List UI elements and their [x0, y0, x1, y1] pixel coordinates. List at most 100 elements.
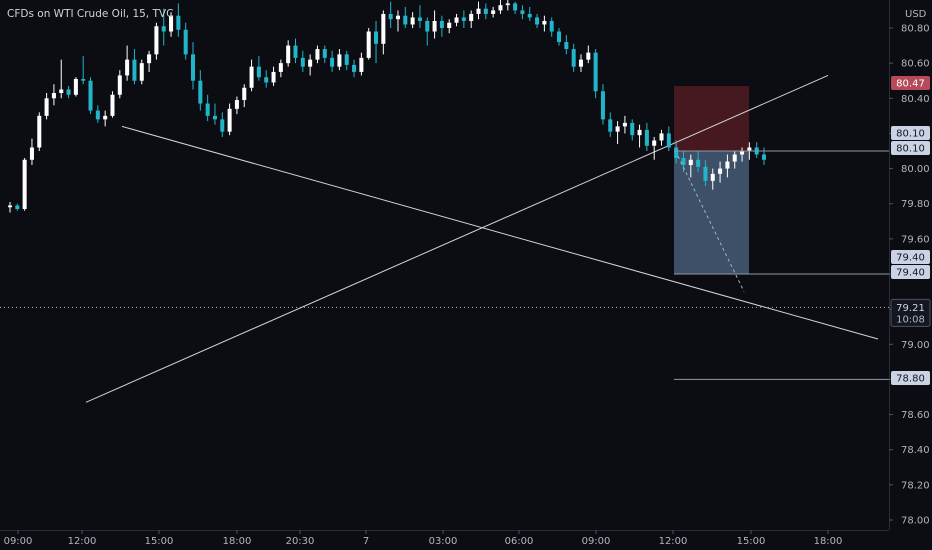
candle-body: [198, 80, 203, 104]
candle: [696, 151, 701, 173]
candle-body: [300, 57, 305, 67]
price-tick-label: 80.80: [901, 24, 930, 35]
candle: [505, 0, 510, 11]
time-tick-label: 15:00: [145, 536, 174, 547]
candle-body: [66, 89, 71, 95]
candle: [227, 103, 232, 136]
candle-body: [652, 140, 657, 146]
candle-body: [205, 103, 210, 116]
price-tick-label: 78.40: [901, 445, 930, 456]
candle-body: [249, 66, 254, 88]
candle: [578, 54, 584, 72]
candle-body: [176, 15, 181, 30]
candle: [154, 22, 159, 60]
candle-body: [425, 20, 430, 32]
candle: [44, 93, 49, 120]
candle-body: [15, 205, 20, 209]
candle: [286, 40, 291, 67]
candle-body: [432, 20, 437, 32]
candle-body: [644, 129, 649, 146]
time-tick-label: 06:00: [505, 536, 534, 547]
candle-body: [220, 119, 225, 132]
candle: [527, 6, 532, 21]
candle-body: [344, 54, 349, 65]
candle: [249, 59, 254, 92]
candle-body: [505, 3, 510, 6]
candle-body: [535, 17, 540, 25]
chart-title: CFDs on WTI Crude Oil, 15, TVC: [7, 8, 173, 20]
ascending-trendline: [85, 74, 829, 403]
candle: [212, 103, 217, 125]
price-tag-bg: [891, 141, 930, 155]
candle: [388, 1, 393, 28]
candle-body: [59, 89, 64, 94]
candle-body: [44, 98, 49, 116]
candle-body: [571, 49, 576, 67]
candle: [190, 42, 196, 90]
candle: [439, 15, 444, 37]
candle-body: [51, 93, 56, 99]
candle-body: [395, 15, 400, 20]
candle: [403, 6, 408, 28]
candle: [600, 84, 605, 125]
candle: [483, 3, 488, 20]
candle-body: [169, 15, 174, 32]
candle-body: [271, 71, 276, 83]
time-axis[interactable]: 09:00 12:00 15:00 18:00 20:30 7 03:00 06:00 09:0…: [4, 530, 843, 547]
candle: [125, 45, 130, 81]
take-profit-zone: [674, 151, 749, 274]
last-price-tag-bg: [890, 298, 931, 327]
candle: [322, 45, 327, 64]
candle-body: [293, 45, 298, 58]
candle: [535, 13, 540, 28]
candle: [564, 35, 569, 55]
price-tick-label: 78.60: [901, 410, 930, 421]
price-tag-target: 79.40: [891, 265, 930, 279]
candle-body: [593, 52, 598, 92]
candle: [644, 122, 649, 151]
candle-body: [659, 133, 664, 141]
candle: [666, 126, 671, 151]
candle: [461, 10, 466, 28]
candle: [761, 147, 767, 166]
candle: [381, 10, 386, 55]
candle: [630, 119, 635, 141]
candle: [513, 1, 518, 14]
candle: [139, 59, 144, 85]
candle-body: [147, 54, 152, 64]
candle-body: [586, 52, 591, 60]
price-tick-label: 79.00: [901, 340, 930, 351]
candle-body: [242, 87, 247, 101]
candle-body: [710, 173, 715, 181]
price-tag-bg: [891, 76, 930, 90]
price-tag-label: 80.10: [896, 144, 925, 155]
candle-body: [703, 166, 708, 181]
candle-body: [139, 63, 144, 81]
candle-body: [608, 119, 613, 132]
candle: [73, 77, 78, 97]
candle-body: [461, 17, 466, 21]
candle-body: [132, 59, 137, 81]
candle: [344, 50, 349, 71]
candle: [417, 5, 422, 28]
price-tag-target: 79.40: [891, 250, 930, 264]
time-tick-label: 15:00: [737, 536, 766, 547]
candle-body: [454, 17, 459, 23]
candle-body: [322, 49, 327, 58]
candle-body: [637, 129, 642, 136]
candle: [330, 50, 335, 72]
time-tick-label: 18:00: [223, 536, 252, 547]
candle: [308, 54, 313, 76]
candle-body: [117, 75, 122, 95]
candle: [22, 158, 27, 211]
candle-body: [469, 13, 474, 21]
price-tag-label: 79.40: [896, 268, 925, 279]
candles: [7, 0, 767, 213]
candle: [110, 91, 115, 118]
candle-body: [374, 31, 379, 44]
candle-body: [622, 122, 627, 127]
candle-body: [732, 154, 737, 162]
candle: [718, 161, 723, 183]
price-tick-label: 80.40: [901, 94, 930, 105]
